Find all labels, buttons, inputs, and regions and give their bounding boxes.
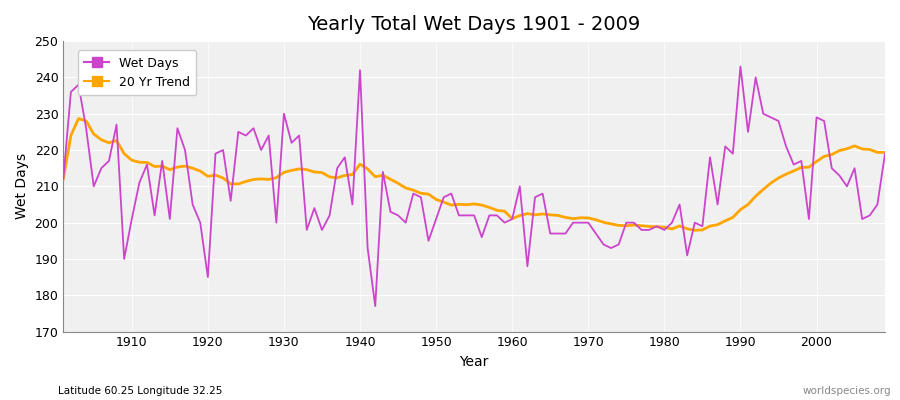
Text: Latitude 60.25 Longitude 32.25: Latitude 60.25 Longitude 32.25 [58, 386, 223, 396]
Text: worldspecies.org: worldspecies.org [803, 386, 891, 396]
Y-axis label: Wet Days: Wet Days [15, 153, 29, 220]
X-axis label: Year: Year [460, 355, 489, 369]
Title: Yearly Total Wet Days 1901 - 2009: Yearly Total Wet Days 1901 - 2009 [308, 15, 641, 34]
Legend: Wet Days, 20 Yr Trend: Wet Days, 20 Yr Trend [77, 50, 196, 95]
